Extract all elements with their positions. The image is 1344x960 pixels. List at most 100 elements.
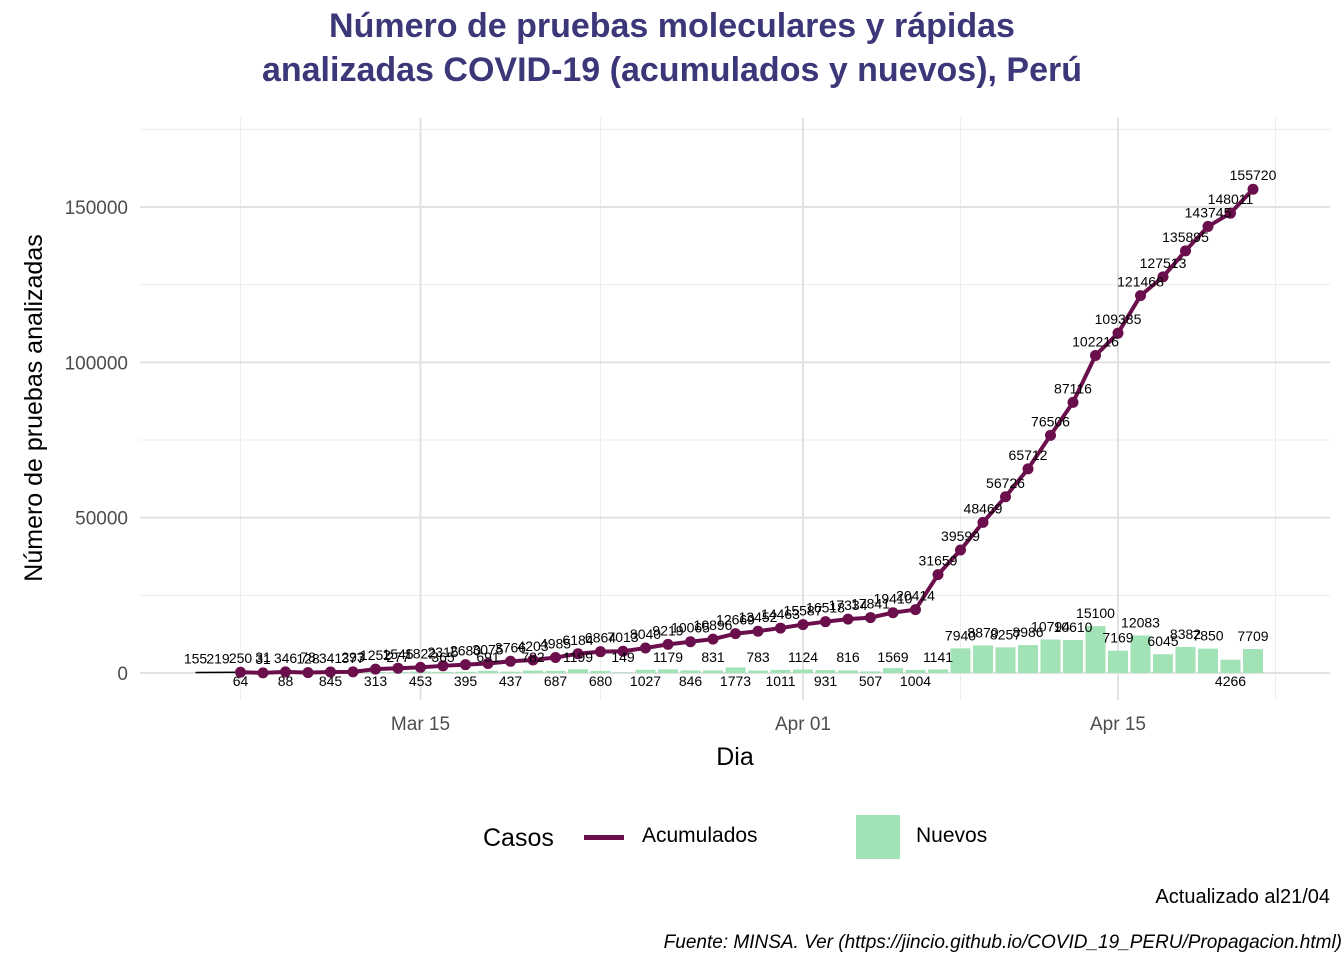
data-label-nuevos: 277 (386, 649, 410, 665)
data-label-acumulados: 65712 (1009, 447, 1048, 463)
bar-nuevos (1040, 639, 1061, 673)
data-label-nuevos: 1011 (765, 673, 795, 689)
data-label-nuevos: 6045 (1147, 633, 1178, 649)
point-acumulados (707, 633, 719, 645)
y-tick-label: 150000 (65, 198, 128, 219)
data-label-nuevos: 64 (233, 673, 249, 689)
bar-nuevos (1153, 654, 1173, 673)
data-label-acumulados: 102216 (1072, 333, 1119, 349)
y-axis-title: Número de pruebas analizadas (20, 234, 48, 581)
bar-nuevos (838, 670, 858, 673)
source-caption: Fuente: MINSA. Ver (https://jincio.githu… (663, 932, 1342, 953)
bar-nuevos (793, 669, 813, 673)
y-tick-label: 50000 (75, 509, 128, 530)
point-acumulados (572, 648, 584, 660)
bar-nuevos (950, 648, 971, 673)
bar-nuevos (748, 670, 768, 673)
data-label-acumulados: 8040 (630, 626, 661, 642)
legend-bar-swatch (856, 815, 900, 859)
data-label-nuevos: 4266 (1215, 673, 1246, 689)
data-label-acumulados: 1545 (382, 646, 413, 662)
bar-nuevos (1018, 645, 1038, 673)
bar-nuevos (680, 670, 701, 673)
y-tick-label: 0 (117, 664, 128, 685)
data-label-nuevos: 831 (701, 649, 725, 665)
bar-nuevos (523, 670, 543, 673)
data-label-acumulados: 3766 (495, 639, 526, 655)
data-label-nuevos: 846 (679, 673, 703, 689)
data-label-acumulados: 128 (296, 651, 320, 667)
data-label-acumulados: 16518 (806, 600, 845, 616)
data-label-acumulados: 2315 (427, 644, 458, 660)
data-label-nuevos: 507 (859, 673, 883, 689)
bar-nuevos (1063, 640, 1083, 673)
point-acumulados (302, 667, 314, 679)
point-acumulados (1135, 290, 1146, 302)
bar-nuevos (995, 647, 1016, 673)
point-acumulados (1022, 463, 1034, 475)
point-acumulados (1000, 491, 1011, 503)
data-label-nuevos: 1199 (563, 649, 593, 665)
point-acumulados (437, 660, 449, 672)
data-label-nuevos: 1179 (653, 649, 683, 665)
point-acumulados (1247, 183, 1259, 195)
data-label-acumulados: 346 (274, 650, 298, 666)
point-acumulados (685, 636, 696, 648)
x-tick-label: Apr 15 (1090, 714, 1146, 735)
chart-plot: 0 50000 100000 150000 Mar 15 Apr 01 Apr 15 Dia N… (20, 118, 1330, 771)
data-label-nuevos: 1124 (788, 649, 818, 665)
point-acumulados (977, 516, 989, 528)
point-acumulados (730, 628, 741, 640)
data-label-acumulados: 17334 (829, 597, 868, 613)
bar-nuevos (1108, 650, 1128, 673)
data-label-acumulados: 143745 (1185, 204, 1232, 220)
data-label-acumulados: 12669 (716, 612, 755, 628)
data-label-acumulados: 6864 (585, 630, 616, 646)
bar-nuevos (1198, 648, 1218, 673)
bar-nuevos (860, 671, 881, 673)
x-tick-label: Apr 01 (775, 714, 831, 735)
point-acumulados (1225, 207, 1236, 219)
data-label-nuevos: 15100 (1076, 605, 1115, 621)
data-label-acumulados: 19410 (874, 591, 913, 607)
data-label-nuevos: 7940 (945, 627, 976, 643)
data-label-nuevos: 680 (589, 673, 613, 689)
data-label-acumulados: 135895 (1162, 229, 1209, 245)
data-label-acumulados: 109385 (1095, 311, 1142, 327)
bar-nuevos (635, 669, 656, 673)
point-acumulados (392, 662, 404, 674)
point-acumulados (550, 652, 561, 664)
point-acumulados (955, 544, 966, 556)
bar-nuevos (905, 669, 926, 673)
data-label-acumulados: 155720 (1230, 167, 1277, 183)
data-label-nuevos: 7169 (1102, 630, 1133, 646)
point-acumulados (1045, 429, 1056, 441)
data-label-acumulados: 48469 (964, 500, 1003, 516)
data-label-acumulados: 10896 (694, 617, 733, 633)
point-acumulados (640, 642, 651, 654)
data-label-nuevos: 931 (814, 673, 838, 689)
point-acumulados (1112, 327, 1124, 339)
data-label-acumulados: 250 (229, 650, 253, 666)
data-label-nuevos: 149 (611, 649, 635, 665)
bar-nuevos (725, 667, 746, 673)
data-label-nuevos: 1027 (630, 673, 661, 689)
bar-nuevos (1085, 626, 1106, 673)
bar-nuevos (1220, 659, 1241, 673)
data-label-acumulados: 39599 (941, 528, 980, 544)
data-label-nuevos: 845 (319, 673, 343, 689)
data-label-nuevos: 453 (409, 673, 433, 689)
data-label-acumulados: 31659 (919, 553, 958, 569)
data-label-acumulados: 15587 (784, 603, 823, 619)
legend-label-acumulados: Acumulados (642, 824, 758, 847)
point-acumulados (932, 569, 944, 581)
data-label-nuevos: 293 (341, 649, 365, 665)
data-label-nuevos: 7850 (1192, 628, 1223, 644)
data-label-nuevos: 12083 (1121, 614, 1160, 630)
point-acumulados (370, 663, 381, 675)
data-label-nuevos: 8257 (990, 626, 1021, 642)
bar-nuevos (703, 670, 723, 673)
bar-nuevos (500, 671, 521, 673)
data-label-nuevos: 88 (278, 673, 294, 689)
legend-line-swatch (584, 835, 624, 840)
